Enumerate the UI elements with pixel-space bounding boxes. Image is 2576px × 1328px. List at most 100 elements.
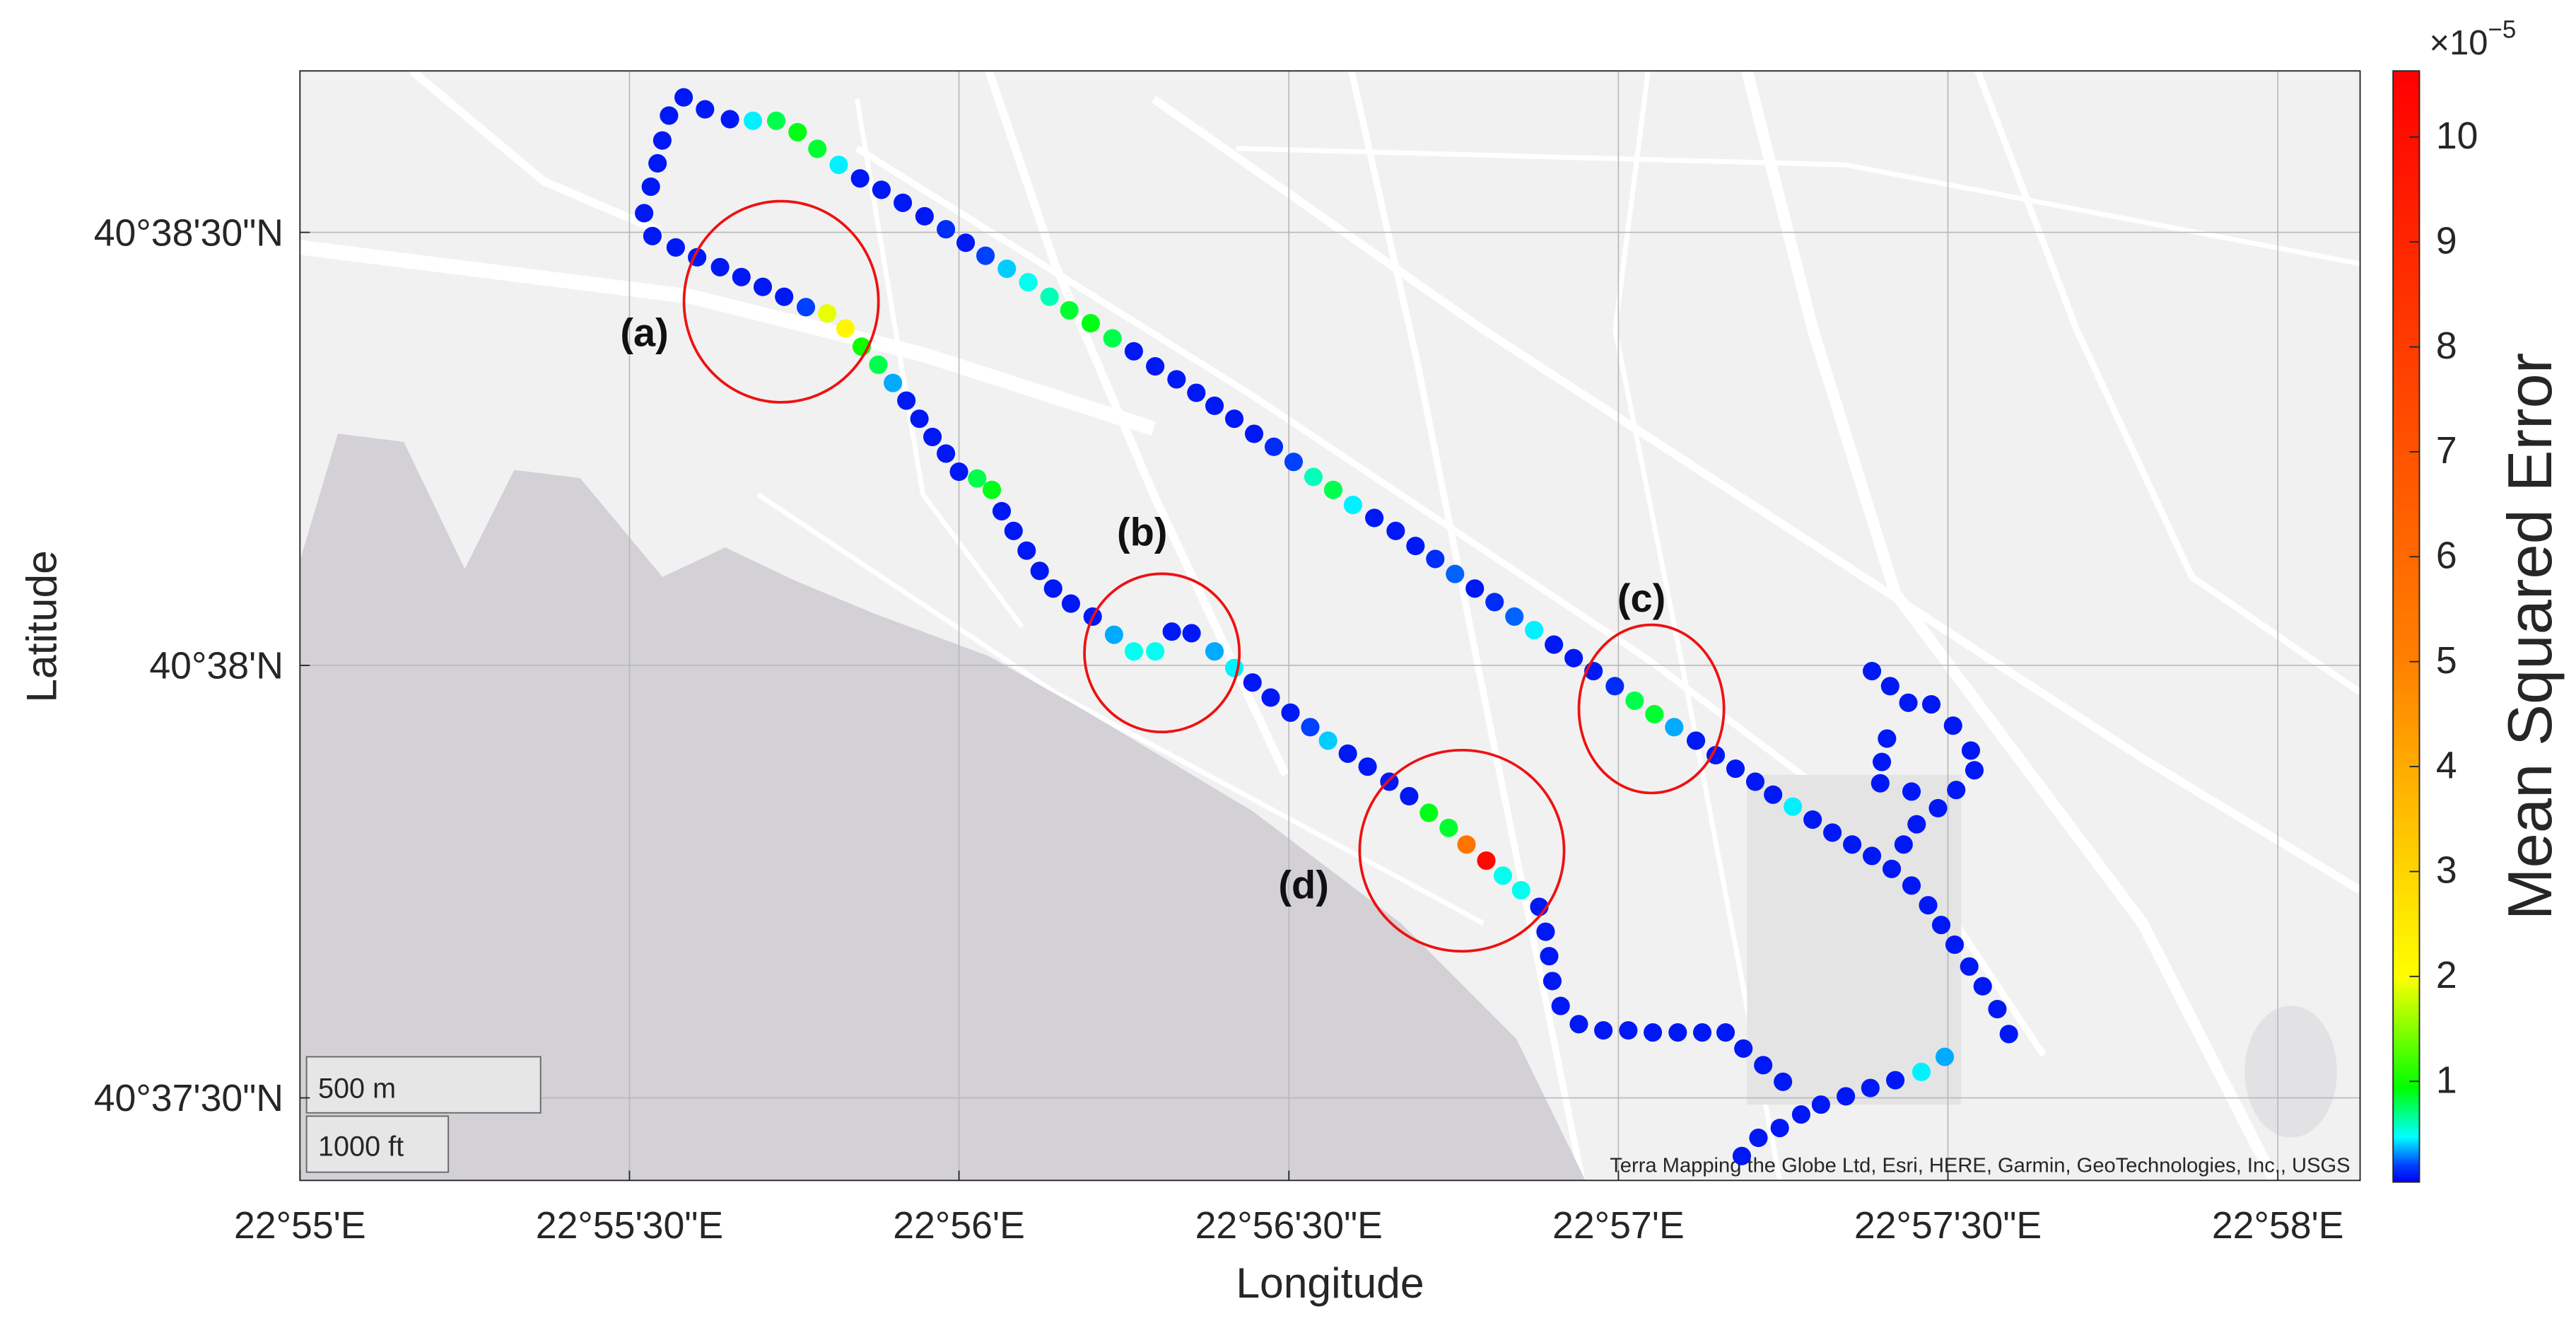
point <box>1921 694 1941 714</box>
point <box>1886 1071 1905 1090</box>
point <box>1004 521 1023 540</box>
point <box>1406 537 1425 556</box>
point <box>1837 1087 1856 1106</box>
colorbar-tick-label: 7 <box>2436 429 2457 472</box>
point <box>1880 677 1899 696</box>
point <box>956 233 976 252</box>
point <box>937 220 956 239</box>
colorbar-scale: ×10−5 <box>2430 16 2517 62</box>
scale-box <box>305 1056 541 1114</box>
point <box>982 480 1002 499</box>
point <box>1457 835 1476 854</box>
point <box>1873 752 1892 771</box>
y-tick-label: 40°37'30"N <box>94 1077 283 1119</box>
point <box>643 226 662 245</box>
point <box>1244 424 1264 443</box>
point <box>829 156 848 175</box>
point <box>1365 508 1384 528</box>
point <box>1146 356 1165 376</box>
point <box>1935 1047 1955 1066</box>
point <box>923 427 942 446</box>
point <box>1187 383 1206 402</box>
point <box>1863 661 1882 681</box>
point <box>1945 935 1965 955</box>
scale-box <box>305 1115 450 1173</box>
point <box>1081 314 1100 333</box>
point <box>1960 957 1979 976</box>
point <box>766 111 786 130</box>
x-tick-label: 22°55'30"E <box>536 1204 723 1247</box>
point <box>1625 691 1644 710</box>
point <box>1511 880 1530 899</box>
point <box>818 304 837 323</box>
colorbar-label: Mean Squared Error <box>2495 353 2565 921</box>
point <box>992 501 1012 520</box>
point <box>1687 731 1706 750</box>
point <box>1040 287 1059 306</box>
point <box>753 277 773 296</box>
point <box>1043 579 1062 598</box>
point <box>1446 564 1465 583</box>
annotation-label: (d) <box>1278 863 1328 907</box>
point <box>1791 1105 1810 1124</box>
point <box>1167 370 1186 389</box>
colorbar-tick-label: 2 <box>2436 954 2457 996</box>
point <box>1594 1021 1613 1040</box>
point <box>1318 731 1337 750</box>
point <box>1749 1129 1768 1148</box>
point <box>1919 896 1938 915</box>
points <box>635 88 2018 1165</box>
point <box>1243 673 1262 692</box>
point <box>884 373 903 392</box>
plot-frame <box>299 70 2361 1182</box>
point <box>872 180 891 199</box>
point <box>1644 1023 1663 1042</box>
point <box>1205 396 1224 415</box>
point <box>894 193 913 212</box>
point <box>775 287 794 306</box>
point <box>1146 642 1165 661</box>
point <box>1264 437 1284 456</box>
point <box>1770 1119 1789 1138</box>
point <box>976 246 995 265</box>
point <box>1716 1023 1735 1042</box>
point <box>1525 620 1544 640</box>
point <box>1343 496 1362 515</box>
point <box>1358 757 1377 776</box>
point <box>1301 718 1320 737</box>
point <box>1899 693 1918 712</box>
point <box>1878 729 1897 748</box>
point <box>1019 273 1038 292</box>
annotation-label: (c) <box>1617 576 1665 620</box>
point <box>1754 1056 1773 1075</box>
point <box>1162 622 1181 641</box>
point <box>1485 593 1504 612</box>
point <box>1774 1072 1793 1091</box>
point <box>1726 759 1745 779</box>
colorbar-tick-label: 3 <box>2436 849 2457 892</box>
x-axis-label: Longitude <box>1236 1259 1424 1307</box>
point <box>1477 851 1496 870</box>
point <box>732 267 751 286</box>
point <box>1928 798 1948 817</box>
x-tick-label: 22°56'E <box>893 1204 1025 1247</box>
point <box>1284 453 1304 472</box>
colorbar-tick-label: 8 <box>2436 325 2457 367</box>
point <box>869 355 888 374</box>
point <box>1400 786 1419 806</box>
point <box>1911 1062 1931 1081</box>
point <box>1493 866 1513 885</box>
point <box>1281 703 1300 722</box>
roads <box>300 71 2360 1181</box>
point <box>1304 467 1323 487</box>
scale-label: 1000 ft <box>318 1131 404 1162</box>
point <box>1692 1023 1712 1042</box>
annotations <box>682 199 1726 953</box>
point <box>836 319 855 338</box>
point <box>1030 561 1049 581</box>
point <box>1545 635 1564 654</box>
point <box>1124 342 1143 361</box>
colorbar-tick-label: 4 <box>2436 744 2457 786</box>
point <box>1540 947 1559 966</box>
